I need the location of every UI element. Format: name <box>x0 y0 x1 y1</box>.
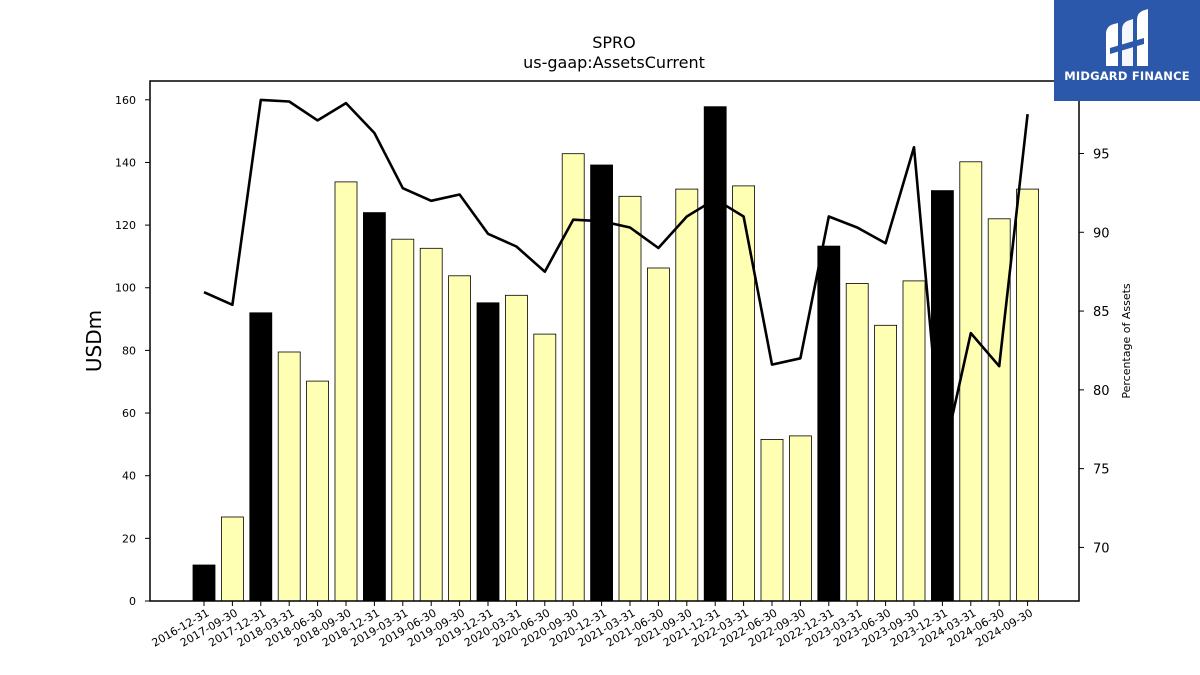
y-tick-label-140: 140 <box>115 156 136 169</box>
bar-2022-12-31 <box>817 245 841 602</box>
percent-of-assets-line <box>203 98 1029 463</box>
y-tick-label-160: 160 <box>115 94 136 107</box>
y-tick-label-80: 80 <box>122 344 136 357</box>
x-axis: 2016-12-312017-09-302017-12-312018-03-31… <box>150 601 1035 650</box>
bar-2020-03-31 <box>504 294 528 602</box>
y-tick-label-60: 60 <box>122 407 136 420</box>
y2-tick-label-95: 95 <box>1093 147 1110 162</box>
y-tick-label-0: 0 <box>129 595 136 608</box>
bar-2022-09-30 <box>789 435 812 602</box>
bar-2019-09-30 <box>448 275 472 602</box>
bar-2024-09-30 <box>1016 188 1039 602</box>
bars-group <box>192 106 1039 602</box>
midgard-logo-icon <box>1106 9 1148 66</box>
y2-axis: 70 75 80 85 90 95 <box>1079 147 1110 556</box>
bar-2021-06-30 <box>647 267 670 602</box>
bar-2021-09-30 <box>675 188 699 602</box>
bar-2023-03-31 <box>845 282 869 602</box>
bar-2022-06-30 <box>760 438 784 602</box>
y-axis-label: USDm <box>82 310 106 372</box>
bar-2024-06-30 <box>987 218 1011 602</box>
bar-2020-06-30 <box>533 333 557 602</box>
bar-2018-09-30 <box>334 181 358 602</box>
y2-tick-label-90: 90 <box>1093 226 1110 241</box>
y-tick-label-120: 120 <box>115 219 136 232</box>
bar-2019-03-31 <box>391 238 415 602</box>
y2-axis-label: Percentage of Assets <box>1120 283 1133 399</box>
bar-2018-03-31 <box>277 351 301 602</box>
bar-2023-12-31 <box>931 190 954 602</box>
bar-2017-12-31 <box>249 312 273 602</box>
y2-tick-label-70: 70 <box>1093 541 1110 556</box>
y2-tick-label-80: 80 <box>1093 384 1110 399</box>
y-tick-label-40: 40 <box>122 470 136 483</box>
chart-subtitle: us-gaap:AssetsCurrent <box>523 53 705 72</box>
bar-2023-09-30 <box>902 280 926 602</box>
bar-2018-12-31 <box>362 212 386 602</box>
logo-text: MIDGARD FINANCE <box>1064 69 1190 83</box>
y-tick-label-100: 100 <box>115 282 136 295</box>
bar-2018-06-30 <box>306 380 330 602</box>
bar-2024-03-31 <box>959 161 983 602</box>
bar-2023-06-30 <box>874 324 897 602</box>
bar-2021-12-31 <box>703 106 727 602</box>
y-axis: 0 20 40 60 80 100 120 140 160 <box>115 94 150 608</box>
bar-2020-12-31 <box>590 164 613 602</box>
bar-2019-06-30 <box>419 247 443 602</box>
chart-title: SPRO <box>592 33 636 52</box>
bar-2017-09-30 <box>220 516 244 602</box>
bar-2019-12-31 <box>476 302 500 602</box>
bar-2021-03-31 <box>618 195 642 602</box>
bar-2016-12-31 <box>192 564 216 602</box>
y2-tick-label-75: 75 <box>1093 463 1110 478</box>
percent-line-group <box>203 98 1029 463</box>
y-tick-label-20: 20 <box>122 532 136 545</box>
plot-frame <box>149 80 1080 602</box>
brand-logo: MIDGARD FINANCE <box>1054 0 1200 101</box>
y2-tick-label-85: 85 <box>1093 305 1110 320</box>
bar-2022-03-31 <box>732 185 755 602</box>
